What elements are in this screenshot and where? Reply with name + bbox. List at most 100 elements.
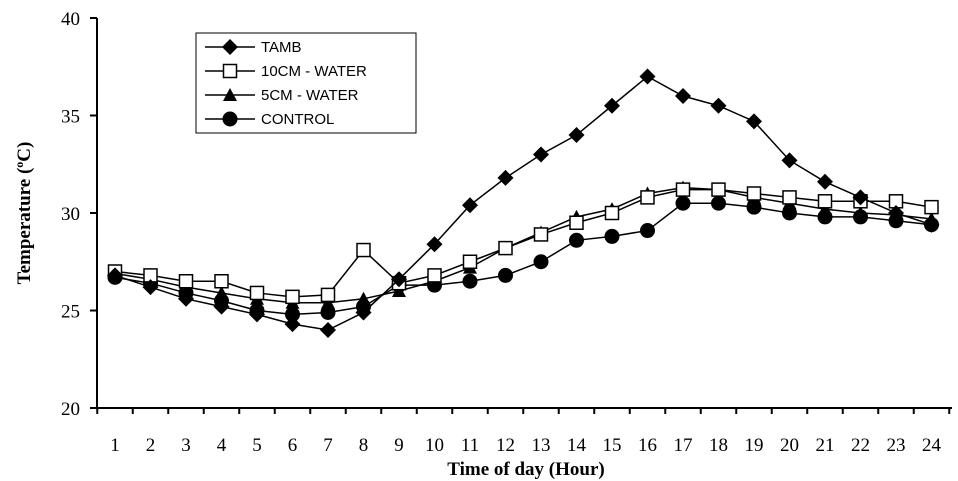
legend-label: CONTROL [261, 111, 334, 128]
x-tick-label: 8 [359, 435, 369, 456]
data-point-diamond [355, 304, 372, 321]
data-point-diamond [568, 127, 585, 143]
data-point-square [711, 182, 726, 197]
y-axis-title-prefix: Temperature ( [14, 168, 35, 285]
x-tick-label: 22 [851, 435, 870, 456]
y-axis-title: Temperature (oC) [12, 142, 35, 285]
legend-marker-triangle [223, 88, 237, 101]
data-point-square [782, 190, 797, 205]
data-point-circle [640, 223, 655, 239]
series-line [114, 186, 932, 304]
y-axis-title-degree: o [12, 162, 26, 168]
data-point-diamond [320, 322, 336, 338]
x-tick-label: 16 [638, 435, 657, 456]
data-point-square [214, 274, 229, 289]
data-point-circle [569, 232, 584, 248]
x-tick-label: 4 [217, 435, 227, 456]
data-point-circle [285, 306, 300, 322]
x-tick-label: 1 [110, 435, 120, 456]
y-tick-label: 30 [61, 204, 80, 225]
data-point-diamond [852, 189, 869, 206]
series-circle [107, 195, 939, 322]
series-line [114, 202, 932, 316]
data-point-triangle [392, 284, 406, 297]
data-point-triangle [818, 202, 832, 216]
series-square [107, 182, 939, 305]
data-point-diamond [391, 271, 407, 288]
x-tick-label: 12 [496, 435, 515, 456]
legend-marker-square [222, 63, 238, 79]
series-diamond [107, 68, 940, 338]
x-tick-label: 11 [461, 435, 479, 456]
x-tick-label: 19 [745, 435, 764, 456]
data-point-diamond [675, 88, 691, 104]
data-point-square [320, 287, 336, 303]
data-point-diamond [249, 306, 265, 323]
legend-marker-diamond [222, 39, 238, 55]
data-point-square [640, 190, 655, 205]
data-point-diamond [462, 197, 478, 214]
x-tick-label: 15 [603, 435, 622, 456]
data-point-circle [462, 273, 478, 289]
legend-label: 10CM - WATER [261, 63, 367, 80]
data-point-circle [498, 267, 513, 283]
data-point-circle [604, 228, 620, 244]
data-point-diamond [746, 113, 762, 130]
data-point-square [356, 242, 371, 258]
data-point-diamond [426, 236, 443, 253]
data-point-square [462, 254, 478, 269]
data-point-diamond [888, 205, 904, 221]
data-point-diamond [178, 290, 194, 307]
data-point-square [249, 285, 265, 301]
x-tick-label: 24 [922, 435, 942, 456]
y-ticks: 20 25 30 35 40 [61, 9, 97, 420]
y-tick-label: 35 [61, 107, 80, 128]
data-point-circle [533, 254, 549, 270]
x-tick-label: 17 [674, 435, 693, 456]
data-point-diamond [781, 152, 798, 169]
y-tick-label: 40 [61, 9, 80, 30]
data-point-diamond [817, 173, 833, 190]
x-tick-label: 13 [532, 435, 551, 456]
data-point-square [604, 205, 620, 221]
data-point-diamond [639, 68, 656, 85]
x-tick-label: 9 [394, 435, 404, 456]
data-point-diamond [213, 298, 230, 315]
data-point-triangle [356, 291, 371, 305]
x-tick-label: 14 [567, 435, 587, 456]
x-tick-label: 20 [780, 435, 799, 456]
legend-label: 5CM - WATER [261, 87, 359, 104]
y-tick-label: 20 [61, 399, 80, 420]
legend: TAMB 10CM - WATER 5CM - WATER CONTROL [195, 32, 417, 134]
series-layer [107, 68, 940, 338]
data-point-diamond [497, 169, 514, 186]
data-point-square [817, 194, 833, 209]
x-tick-label: 18 [709, 435, 728, 456]
x-tick-label: 5 [252, 435, 262, 456]
data-point-diamond [533, 146, 549, 163]
legend-label: TAMB [261, 39, 302, 56]
data-point-diamond [107, 267, 123, 284]
legend-marker-circle [222, 111, 238, 127]
y-tick-label: 25 [61, 302, 80, 323]
x-tick-label: 2 [146, 435, 156, 456]
x-tick-label: 7 [323, 435, 333, 456]
x-axis-title: Time of day (Hour) [447, 459, 604, 480]
x-tick-label: 23 [887, 435, 906, 456]
data-point-square [285, 289, 300, 305]
y-axis-title-suffix: C) [14, 142, 35, 162]
data-point-diamond [142, 279, 159, 296]
data-point-diamond [710, 97, 727, 114]
data-point-triangle [321, 295, 335, 309]
data-point-diamond [604, 97, 620, 114]
data-point-triangle [853, 206, 868, 219]
series-line [114, 188, 932, 298]
data-point-diamond [284, 316, 301, 333]
data-point-square [178, 274, 194, 289]
x-tick-label: 3 [181, 435, 191, 456]
x-tick-label: 21 [816, 435, 835, 456]
data-point-triangle [214, 285, 229, 299]
data-point-square [533, 227, 549, 242]
x-ticks: 1 2 3 4 5 6 7 8 9 10 11 12 13 14 15 16 17 18 19 20 21 22 23 24 [96, 408, 951, 456]
